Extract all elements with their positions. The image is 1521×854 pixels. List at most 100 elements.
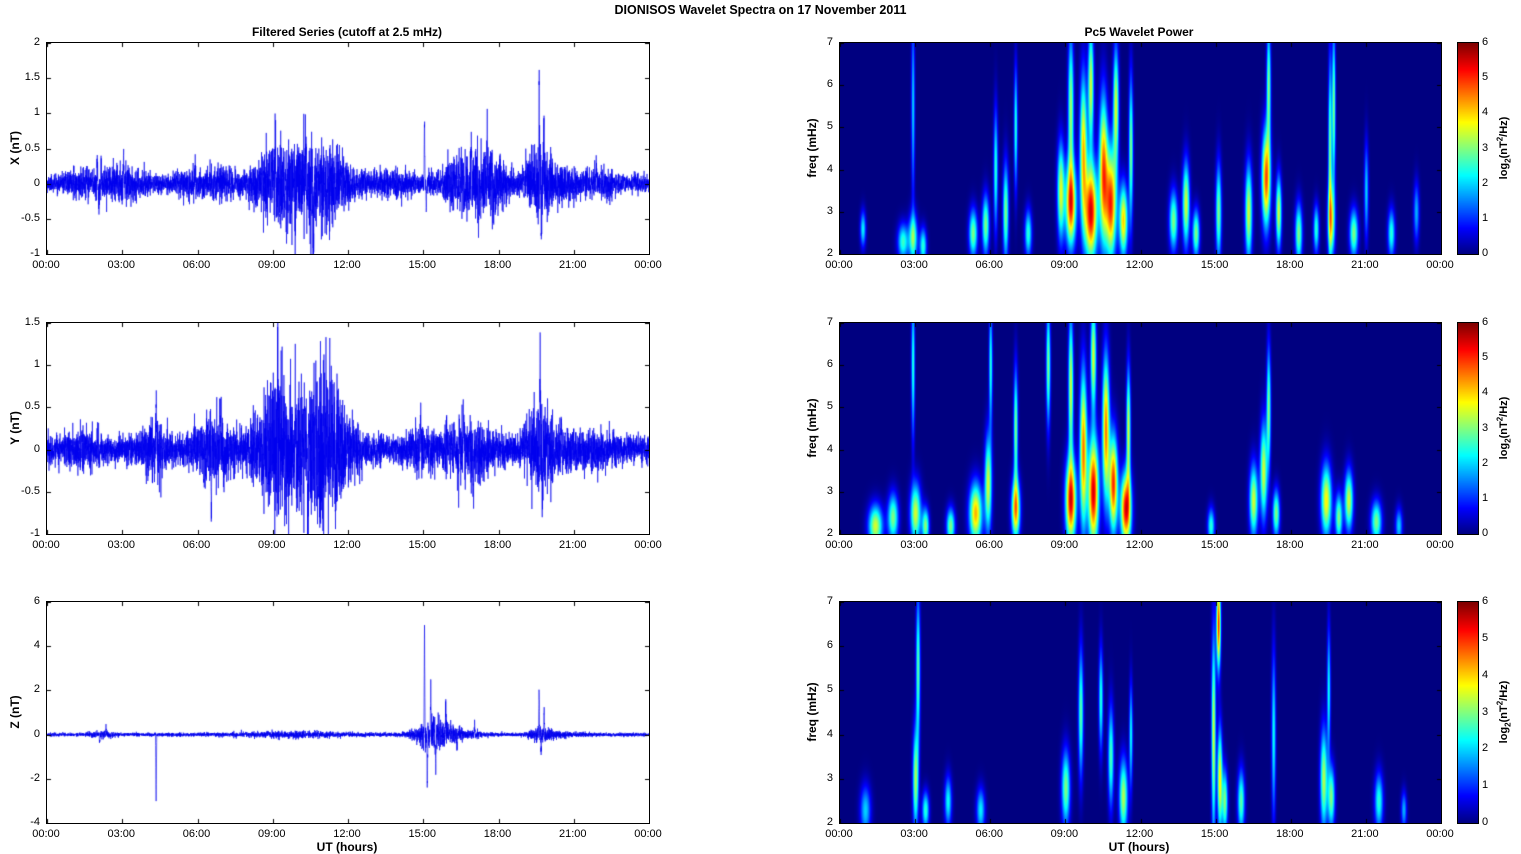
x-tick-label: 12:00	[1125, 259, 1154, 271]
x-tick-label: 09:00	[1050, 259, 1079, 271]
colorbar-tick-label: 2	[1482, 456, 1489, 469]
x-tick-label: 06:00	[975, 828, 1004, 840]
y-tick-label: 2	[826, 816, 833, 828]
y-tick-label: 1.5	[24, 316, 40, 328]
x-tick-label: 12:00	[1125, 828, 1154, 840]
x-tick-label: 00:00	[1426, 828, 1454, 840]
colorbar-tick-label: 1	[1482, 779, 1489, 792]
colorbar-tick-label: 6	[1482, 36, 1489, 48]
x-tick-label: 12:00	[1125, 539, 1154, 551]
x-tick-label: 18:00	[483, 828, 512, 840]
y-tick-label: 4	[826, 727, 833, 740]
x-tick-label: 00:00	[634, 259, 662, 271]
x-tick-label: 12:00	[333, 539, 361, 551]
x-tick-label: 09:00	[1050, 539, 1079, 551]
colorbar-x	[1457, 42, 1479, 255]
y-tick-label: 7	[826, 36, 833, 48]
x-tick-label: 18:00	[483, 539, 512, 551]
x-spectrogram-plot	[839, 42, 1442, 255]
x-tick-label: 15:00	[1200, 539, 1229, 551]
x-tick-label: 03:00	[107, 828, 136, 840]
x-tick-label: 21:00	[1351, 539, 1379, 551]
x-tick-label: 21:00	[558, 539, 587, 551]
y-tick-label: 4	[33, 639, 40, 652]
x-tick-label: 12:00	[333, 828, 361, 840]
y-tick-label: 1.5	[24, 71, 40, 84]
y-tick-label: 3	[826, 484, 833, 497]
colorbar-tick-label: 0	[1482, 247, 1489, 259]
y-tick-label: 6	[826, 639, 833, 652]
y-tick-label: 5	[826, 120, 833, 133]
y-series-plot	[46, 322, 650, 535]
y-tick-label: 0.5	[24, 141, 40, 154]
x-tick-label: 00:00	[825, 828, 853, 840]
colorbar-tick-label: 2	[1482, 176, 1489, 189]
x-tick-label: 21:00	[558, 828, 587, 840]
colorbar-tick-label: 3	[1482, 705, 1489, 718]
y-tick-label: 6	[826, 78, 833, 91]
x-tick-label: 18:00	[1275, 539, 1304, 551]
y-tick-label: -1	[30, 527, 40, 539]
x-tick-label: 03:00	[107, 259, 136, 271]
colorbar-tick-label: 4	[1482, 106, 1489, 119]
y-tick-label: 1	[33, 358, 40, 371]
y-tick-label: 6	[33, 595, 40, 607]
z-series-plot	[46, 601, 650, 824]
y-tick-label: 2	[826, 247, 833, 259]
y-tick-label: -0.5	[21, 484, 40, 497]
filtered-series-title: Filtered Series (cutoff at 2.5 mHz)	[251, 25, 443, 39]
x-tick-label: 18:00	[1275, 828, 1304, 840]
colorbar-tick-label: 4	[1482, 668, 1489, 681]
y-series-ylabel: Y (nT)	[8, 411, 22, 445]
y-tick-label: 7	[826, 316, 833, 328]
x-tick-label: 00:00	[1426, 539, 1454, 551]
x-tick-label: 09:00	[257, 828, 286, 840]
y-tick-label: 0	[33, 442, 40, 455]
x-tick-label: 00:00	[32, 539, 60, 551]
colorbar-tick-label: 6	[1482, 316, 1489, 328]
x-tick-label: 00:00	[634, 539, 662, 551]
y-tick-label: 0	[33, 176, 40, 189]
left-x-axis-label: UT (hours)	[316, 840, 378, 854]
colorbar-tick-label: 1	[1482, 211, 1489, 224]
y-tick-label: 5	[826, 683, 833, 696]
colorbar-tick-label: 5	[1482, 71, 1489, 84]
colorbar-tick-label: 0	[1482, 527, 1489, 539]
y-tick-label: 6	[826, 358, 833, 371]
x-tick-label: 15:00	[1200, 828, 1229, 840]
y-tick-label: 5	[826, 400, 833, 413]
colorbar-tick-label: 6	[1482, 595, 1489, 607]
y-tick-label: 2	[33, 683, 40, 696]
colorbar-tick-label: 3	[1482, 141, 1489, 154]
x-tick-label: 15:00	[408, 259, 437, 271]
y-tick-label: -1	[30, 247, 40, 259]
x-tick-label: 06:00	[182, 828, 211, 840]
y-tick-label: 0.5	[24, 400, 40, 413]
x-tick-label: 15:00	[408, 539, 437, 551]
x-tick-label: 18:00	[1275, 259, 1304, 271]
x-tick-label: 15:00	[1200, 259, 1229, 271]
x-tick-label: 03:00	[900, 828, 928, 840]
colorbar-tick-label: 5	[1482, 351, 1489, 364]
y-spectrogram-plot	[839, 322, 1442, 535]
x-tick-label: 18:00	[483, 259, 512, 271]
x-tick-label: 00:00	[32, 259, 60, 271]
z-spectrogram-plot	[839, 601, 1442, 824]
y-tick-label: 3	[826, 771, 833, 784]
x-tick-label: 09:00	[257, 259, 286, 271]
x-tick-label: 00:00	[1426, 259, 1454, 271]
z-series-ylabel: Z (nT)	[8, 695, 22, 729]
x-tick-label: 03:00	[107, 539, 136, 551]
wavelet-power-title: Pc5 Wavelet Power	[1084, 25, 1194, 39]
x-tick-label: 21:00	[558, 259, 587, 271]
y-tick-label: 4	[826, 442, 833, 455]
x-tick-label: 03:00	[900, 539, 928, 551]
colorbar-z-label: log2(nT2/Hz)	[1495, 680, 1513, 744]
colorbar-y	[1457, 322, 1479, 535]
colorbar-z	[1457, 601, 1479, 824]
y-tick-label: -0.5	[21, 211, 40, 224]
x-tick-label: 21:00	[1351, 259, 1379, 271]
x-tick-label: 06:00	[182, 259, 211, 271]
y-tick-label: 2	[33, 36, 40, 48]
x-tick-label: 00:00	[634, 828, 662, 840]
